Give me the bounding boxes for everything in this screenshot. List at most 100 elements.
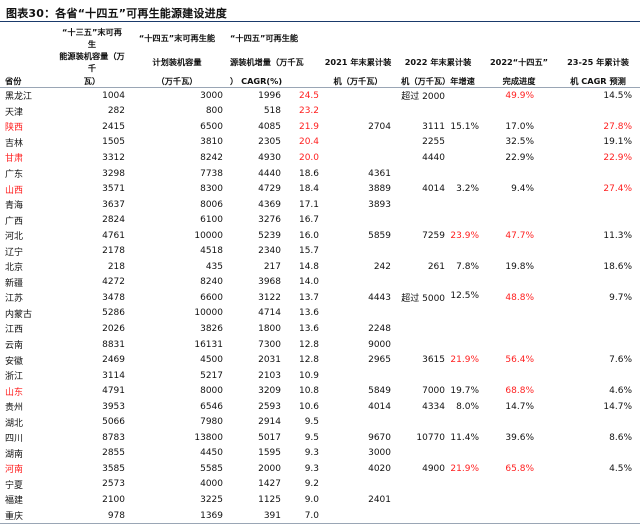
cell-growth: 3.2% (456, 184, 480, 195)
cell-cum2022-growth: 3111 15.1% (394, 119, 482, 135)
cell-cagr-pred: 11.3% (603, 230, 633, 241)
cell-cagr: 7.0 (284, 507, 323, 524)
cell-growth: 12.5% (450, 291, 480, 302)
cell-cum2022: 2255 (422, 137, 446, 148)
cell-progress: 9.4% (511, 184, 535, 195)
cell-cum2022-growth (394, 507, 483, 524)
cell-cagr-pred: 14.5% (603, 90, 633, 101)
table-row: 吉林 1505 3810 2305 20.4 2255 32.5% 19.1% (0, 135, 640, 151)
cell-province: 江苏 (5, 294, 24, 305)
cell-cagr: 21.9 (298, 121, 320, 132)
cell-inc14: 2340 (258, 246, 281, 257)
cell-cagr-pred (556, 507, 640, 524)
cell-province: 河南 (5, 465, 24, 476)
cell-cum2022-growth (394, 414, 482, 430)
cell-cum2021: 9670 (368, 432, 392, 443)
header-c5-line2: 机（万千瓦） (322, 74, 395, 88)
cell-end13: 3312 (102, 152, 125, 163)
cell-progress (482, 166, 556, 182)
cell-cagr: 13.6 (298, 323, 320, 334)
cell-cum2022: 超过 5000 (401, 294, 446, 305)
cell-province: 湖南 (5, 449, 24, 460)
cell-plan14: 8300 (200, 184, 223, 195)
cell-cum2022: 7000 (422, 386, 446, 397)
cell-progress: 48.8% (505, 292, 535, 303)
cell-cum2021 (322, 104, 394, 120)
cell-cagr: 18.4 (298, 184, 320, 195)
cell-cum2021: 3000 (368, 448, 392, 459)
cell-cagr-pred: 4.5% (609, 463, 633, 474)
cell-progress (482, 275, 556, 291)
table-row: 广西 2824 6100 3276 16.7 (0, 212, 640, 228)
cell-cum2022-growth (394, 243, 482, 259)
cell-plan14: 3225 (200, 494, 223, 505)
cell-cagr: 10.6 (298, 401, 320, 412)
cell-province: 青海 (5, 201, 24, 212)
cell-cum2021 (322, 507, 395, 524)
cell-cagr-pred (556, 337, 640, 353)
cell-inc14: 3276 (258, 215, 281, 226)
table-row: 云南 8831 16131 7300 12.8 9000 (0, 337, 640, 353)
table-row: 重庆 978 1369 391 7.0 (0, 507, 640, 524)
cell-cagr: 9.3 (304, 448, 320, 459)
cell-progress (482, 414, 556, 430)
cell-cagr: 12.8 (298, 355, 320, 366)
cell-cum2022-growth (394, 104, 482, 120)
cell-cum2022-growth: 261 7.8% (394, 259, 482, 275)
cell-inc14: 518 (263, 106, 281, 117)
cell-progress (482, 197, 556, 213)
cell-cagr-pred (556, 492, 640, 508)
cell-cum2022: 10770 (416, 432, 446, 443)
cell-cagr-pred (556, 321, 640, 337)
cell-growth: 8.0% (456, 401, 480, 412)
cell-province: 广西 (5, 216, 24, 227)
cell-cum2022: 3615 (422, 355, 446, 366)
cell-progress (482, 306, 556, 322)
cell-progress (482, 368, 556, 384)
cell-cum2021 (322, 243, 394, 259)
cell-cagr-pred (556, 477, 640, 493)
header-province: 省份 (0, 74, 56, 88)
cell-plan14: 8000 (200, 386, 223, 397)
cell-inc14: 4714 (258, 308, 281, 319)
cell-inc14: 2305 (258, 137, 281, 148)
cell-progress: 32.5% (505, 137, 535, 148)
cell-end13: 2573 (102, 479, 125, 490)
cell-growth: 21.9% (450, 463, 480, 474)
cell-end13: 3478 (102, 292, 125, 303)
header-c6-line1: 2022 年末累计装 (404, 57, 472, 67)
table-row: 安徽 2469 4500 2031 12.8 2965 3615 21.9% 56.4% 7.6% (0, 352, 640, 368)
cell-end13: 2415 (102, 121, 125, 132)
cell-cum2022-growth (394, 306, 482, 322)
cell-province: 陕西 (5, 123, 24, 134)
cell-cagr: 23.2 (298, 106, 320, 117)
cell-cagr: 16.7 (298, 215, 320, 226)
cell-inc14: 3209 (258, 386, 281, 397)
header-province-blank (0, 26, 56, 50)
header-c1-line3: 瓦） (56, 74, 128, 88)
cell-cum2021 (322, 135, 394, 151)
cell-end13: 3585 (102, 463, 125, 474)
cell-cagr-pred (556, 212, 640, 228)
cell-end13: 4272 (102, 277, 125, 288)
cell-cum2022-growth (394, 166, 482, 182)
cell-cum2022-growth (394, 321, 482, 337)
cell-province: 广东 (5, 170, 24, 180)
cell-cagr: 9.2 (304, 479, 320, 490)
cell-cum2022-growth (394, 368, 482, 384)
cell-inc14: 3122 (258, 292, 281, 303)
cell-plan14: 3000 (200, 90, 223, 101)
cell-end13: 3114 (102, 370, 125, 381)
cell-end13: 218 (107, 261, 125, 272)
province-table: “十三五”末可再生 “十四五”末可再生能 “十四五”可再生能 能源装机容量（万千… (0, 26, 640, 524)
cell-province: 山西 (5, 185, 24, 196)
cell-cum2022: 4334 (422, 401, 446, 412)
cell-plan14: 3810 (200, 137, 223, 148)
cell-province: 江西 (5, 325, 24, 336)
cell-cagr-pred (556, 414, 640, 430)
cell-end13: 2026 (102, 323, 125, 334)
cell-cagr-pred: 4.6% (609, 386, 633, 397)
header-c1-line2: 能源装机容量（万千 (59, 51, 125, 73)
cell-cum2022: 261 (427, 261, 446, 272)
cell-plan14: 5585 (200, 463, 223, 474)
